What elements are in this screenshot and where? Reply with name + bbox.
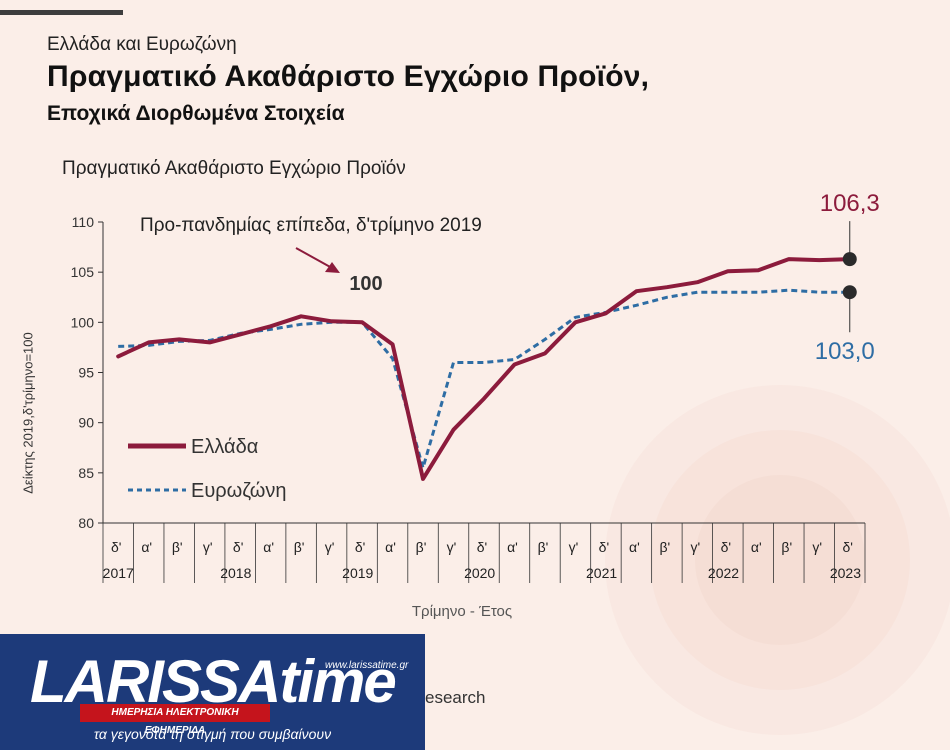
logo-ribbon: ΗΜΕΡΗΣΙΑ ΗΛΕΚΤΡΟΝΙΚΗ ΕΦΗΜΕΡΙΔΑ xyxy=(80,704,270,736)
x-tick-label-quarter: α' xyxy=(263,539,274,555)
logo-wordmark: LARISSAtime xyxy=(30,648,397,715)
prepandemic-annotation: Προ-πανδημίας επίπεδα, δ'τρίμηνο 2019 xyxy=(140,215,482,236)
x-tick-label-quarter: δ' xyxy=(355,539,365,555)
x-tick-label-quarter: γ' xyxy=(203,539,213,555)
x-tick-label-quarter: δ' xyxy=(599,539,609,555)
x-tick-label-quarter: α' xyxy=(507,539,518,555)
x-tick-label-quarter: β' xyxy=(660,539,671,555)
x-tick-label-quarter: γ' xyxy=(691,539,701,555)
greece-end-value: 106,3 xyxy=(820,190,880,217)
x-tick-label-quarter: δ' xyxy=(721,539,731,555)
x-tick-label-year: 2021 xyxy=(586,565,617,581)
legend-label-eurozone: Ευρωζώνη xyxy=(191,480,287,502)
x-tick-label-quarter: γ' xyxy=(447,539,457,555)
chart-title: Πραγματικό Ακαθάριστο Εγχώριο Προϊόν xyxy=(62,158,406,179)
larissatime-logo[interactable]: LARISSAtime www.larissatime.gr ΗΜΕΡΗΣΙΑ … xyxy=(0,634,425,750)
prepandemic-value: 100 xyxy=(349,273,382,295)
x-tick-label-quarter: δ' xyxy=(477,539,487,555)
top-accent-bar xyxy=(0,10,123,15)
series-line-greece xyxy=(116,257,852,481)
eyebrow-text: Ελλάδα και Ευρωζώνη xyxy=(47,34,237,55)
page-subtitle: Εποχικά Διορθωμένα Στοιχεία xyxy=(47,102,345,125)
x-tick-label-year: 2017 xyxy=(103,565,134,581)
x-tick-label-year: 2022 xyxy=(708,565,739,581)
y-tick-label: 95 xyxy=(78,365,94,381)
x-tick-label-quarter: δ' xyxy=(843,539,853,555)
x-tick-label-quarter: γ' xyxy=(325,539,335,555)
x-tick-label-quarter: α' xyxy=(385,539,396,555)
x-tick-label-year: 2019 xyxy=(342,565,373,581)
eurozone-end-marker xyxy=(842,285,857,300)
y-tick-label: 100 xyxy=(71,314,95,330)
logo-url: www.larissatime.gr xyxy=(325,660,409,671)
x-tick-label-quarter: β' xyxy=(538,539,549,555)
x-tick-label-quarter: δ' xyxy=(111,539,121,555)
y-tick-label: 110 xyxy=(72,214,95,230)
x-tick-label-year: 2020 xyxy=(464,565,495,581)
legend-label-greece: Ελλάδα xyxy=(191,436,258,458)
x-tick-label-quarter: β' xyxy=(781,539,792,555)
x-tick-label-year: 2018 xyxy=(220,565,251,581)
y-tick-label: 80 xyxy=(78,515,94,531)
x-tick-label-quarter: β' xyxy=(172,539,183,555)
x-tick-label-quarter: α' xyxy=(751,539,762,555)
source-text: esearch xyxy=(425,688,486,707)
x-tick-label-quarter: δ' xyxy=(233,539,243,555)
x-tick-label-year: 2023 xyxy=(830,565,861,581)
annotation-arrow-shaft xyxy=(295,247,333,269)
y-tick-label: 85 xyxy=(78,465,94,481)
eurozone-end-value: 103,0 xyxy=(815,338,875,365)
page-title: Πραγματικό Ακαθάριστο Εγχώριο Προϊόν, xyxy=(47,60,650,93)
annotation-arrow-head xyxy=(325,262,340,273)
background-circles xyxy=(605,385,950,735)
x-tick-label-quarter: β' xyxy=(416,539,427,555)
x-tick-label-quarter: α' xyxy=(629,539,640,555)
x-tick-label-quarter: β' xyxy=(294,539,305,555)
x-tick-label-quarter: γ' xyxy=(569,539,579,555)
y-tick-label: 90 xyxy=(78,415,94,431)
logo-slogan: τα γεγονότα τη στιγμή που συμβαίνουν xyxy=(93,726,332,742)
x-axis-label: Τρίμηνο - Έτος xyxy=(411,603,513,620)
x-tick-label-quarter: γ' xyxy=(812,539,822,555)
y-tick-label: 105 xyxy=(71,264,95,280)
greece-end-marker xyxy=(842,252,857,267)
x-tick-label-quarter: α' xyxy=(141,539,152,555)
